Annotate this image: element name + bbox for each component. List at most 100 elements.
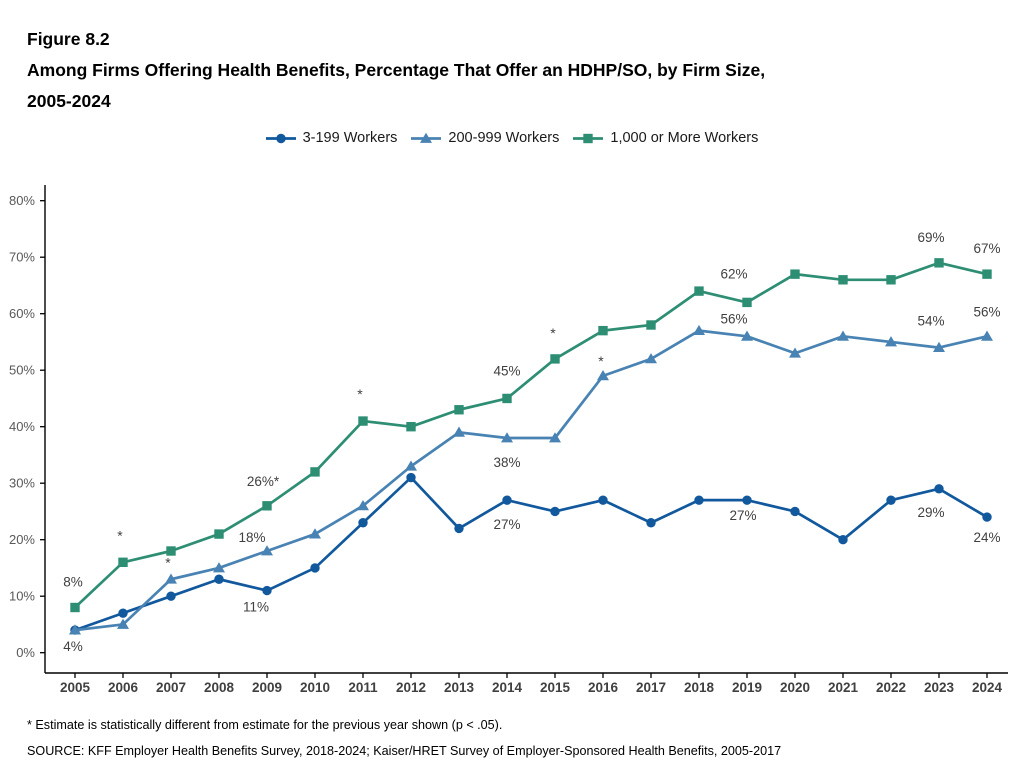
data-point-square	[262, 501, 272, 511]
y-tick-label: 60%	[9, 306, 35, 321]
x-tick-label: 2022	[876, 680, 906, 695]
x-tick-label: 2010	[300, 680, 330, 695]
data-label: 8%	[63, 575, 83, 590]
data-point-circle	[790, 506, 800, 517]
data-label: 27%	[729, 508, 756, 523]
data-point-circle	[694, 495, 704, 505]
data-point-circle	[166, 591, 176, 601]
series-1-000-or-more-workers	[70, 258, 992, 613]
data-point-triangle	[837, 330, 849, 341]
legend-item-3-199-workers: 3-199 Workers	[265, 130, 398, 146]
data-point-square	[214, 529, 224, 539]
y-tick-label: 80%	[9, 193, 35, 208]
legend: 3-199 Workers 200-999 Workers 1,000 or Mor…	[0, 130, 1024, 146]
data-label: 56%	[973, 304, 1000, 319]
data-point-triangle	[693, 324, 705, 336]
legend-item-1-000-or-more-workers: 1,000 or More Workers	[573, 130, 758, 146]
data-point-triangle	[789, 347, 801, 358]
data-point-circle	[838, 535, 848, 545]
x-tick-label: 2006	[108, 680, 139, 695]
data-point-circle	[646, 518, 656, 528]
legend-label: 200-999 Workers	[448, 130, 560, 146]
x-tick-label: 2012	[396, 680, 426, 695]
data-point-square	[694, 286, 704, 296]
asterisk-annotation: *	[117, 527, 123, 543]
data-point-triangle	[69, 624, 81, 635]
data-point-circle	[934, 484, 944, 494]
chart-title-line-2: 2005-2024	[27, 91, 111, 111]
data-point-triangle	[741, 330, 753, 341]
data-point-square	[838, 275, 848, 285]
data-point-triangle	[165, 573, 177, 584]
data-point-triangle	[213, 562, 225, 573]
x-tick-label: 2021	[828, 680, 859, 695]
series-3-199-workers	[70, 472, 992, 635]
y-tick-label: 40%	[9, 419, 35, 434]
circle-legend-icon	[265, 133, 296, 143]
y-axis-ticks: 0% 10% 20% 30% 40% 50% 60% 70% 80%	[9, 193, 45, 660]
x-tick-label: 2011	[348, 680, 378, 695]
data-label: 24%	[973, 530, 1000, 545]
data-label: 62%	[720, 266, 747, 281]
y-tick-label: 50%	[9, 363, 35, 378]
data-point-circle	[275, 133, 286, 143]
y-tick-label: 70%	[9, 250, 35, 265]
figure-label: Figure 8.2	[27, 29, 110, 49]
x-tick-label: 2014	[492, 680, 523, 695]
data-point-triangle	[885, 336, 897, 347]
data-label: 69%	[917, 230, 944, 245]
chart-title-block: Figure 8.2 Among Firms Offering Health B…	[27, 24, 765, 117]
data-point-square	[406, 422, 416, 432]
data-point-square	[550, 354, 560, 364]
data-point-circle	[502, 495, 512, 505]
footnotes: * Estimate is statistically different fr…	[27, 712, 781, 764]
data-point-triangle	[453, 426, 465, 437]
data-point-triangle	[309, 528, 321, 539]
data-point-square	[118, 557, 128, 567]
significance-asterisks: * * * * *	[117, 325, 604, 570]
data-point-square	[646, 320, 656, 330]
y-tick-label: 10%	[9, 589, 35, 604]
asterisk-annotation: *	[550, 325, 556, 341]
x-axis-ticks: 2005 2006 2007 2008 2009 2010 2011 2012 2013 2014…	[60, 673, 1003, 695]
data-point-circle	[358, 518, 368, 528]
data-point-circle	[454, 523, 464, 534]
data-point-square	[583, 133, 594, 143]
data-point-triangle	[501, 432, 513, 443]
data-point-circle	[982, 512, 992, 522]
data-label: 26%*	[247, 474, 280, 489]
axes	[44, 185, 1008, 674]
x-tick-label: 2015	[540, 680, 571, 695]
data-point-circle	[598, 495, 608, 505]
data-point-circle	[742, 495, 752, 505]
square-legend-icon	[573, 133, 604, 143]
data-label: 38%	[493, 455, 520, 470]
data-point-triangle	[933, 341, 945, 352]
data-label: 27%	[493, 517, 520, 532]
data-point-triangle	[549, 432, 561, 443]
data-labels: 8% 4% 26%* 18% 11% 45% 38% 27% 62% 56% 27% 69% 54% 29…	[63, 230, 1000, 654]
data-point-square	[454, 405, 464, 415]
data-point-square	[310, 467, 320, 477]
data-label: 4%	[63, 639, 83, 654]
data-point-square	[502, 393, 512, 404]
legend-label: 1,000 or More Workers	[610, 130, 759, 146]
x-tick-label: 2008	[204, 680, 235, 695]
asterisk-annotation: *	[357, 386, 363, 402]
data-label: 54%	[917, 314, 944, 329]
legend-label: 3-199 Workers	[302, 130, 398, 146]
data-point-circle	[118, 608, 128, 618]
chart-title-line-1: Among Firms Offering Health Benefits, Pe…	[27, 60, 766, 80]
footnote-significance: * Estimate is statistically different fr…	[27, 718, 503, 732]
data-point-square	[598, 325, 608, 336]
data-point-triangle	[981, 330, 993, 341]
triangle-legend-icon	[411, 132, 442, 143]
footnote-source: SOURCE: KFF Employer Health Benefits Sur…	[27, 744, 782, 758]
data-point-triangle	[597, 370, 609, 381]
data-point-triangle	[357, 500, 369, 511]
data-point-circle	[886, 495, 896, 505]
data-point-circle	[214, 574, 224, 584]
asterisk-annotation: *	[598, 353, 604, 369]
data-point-circle	[550, 506, 560, 517]
